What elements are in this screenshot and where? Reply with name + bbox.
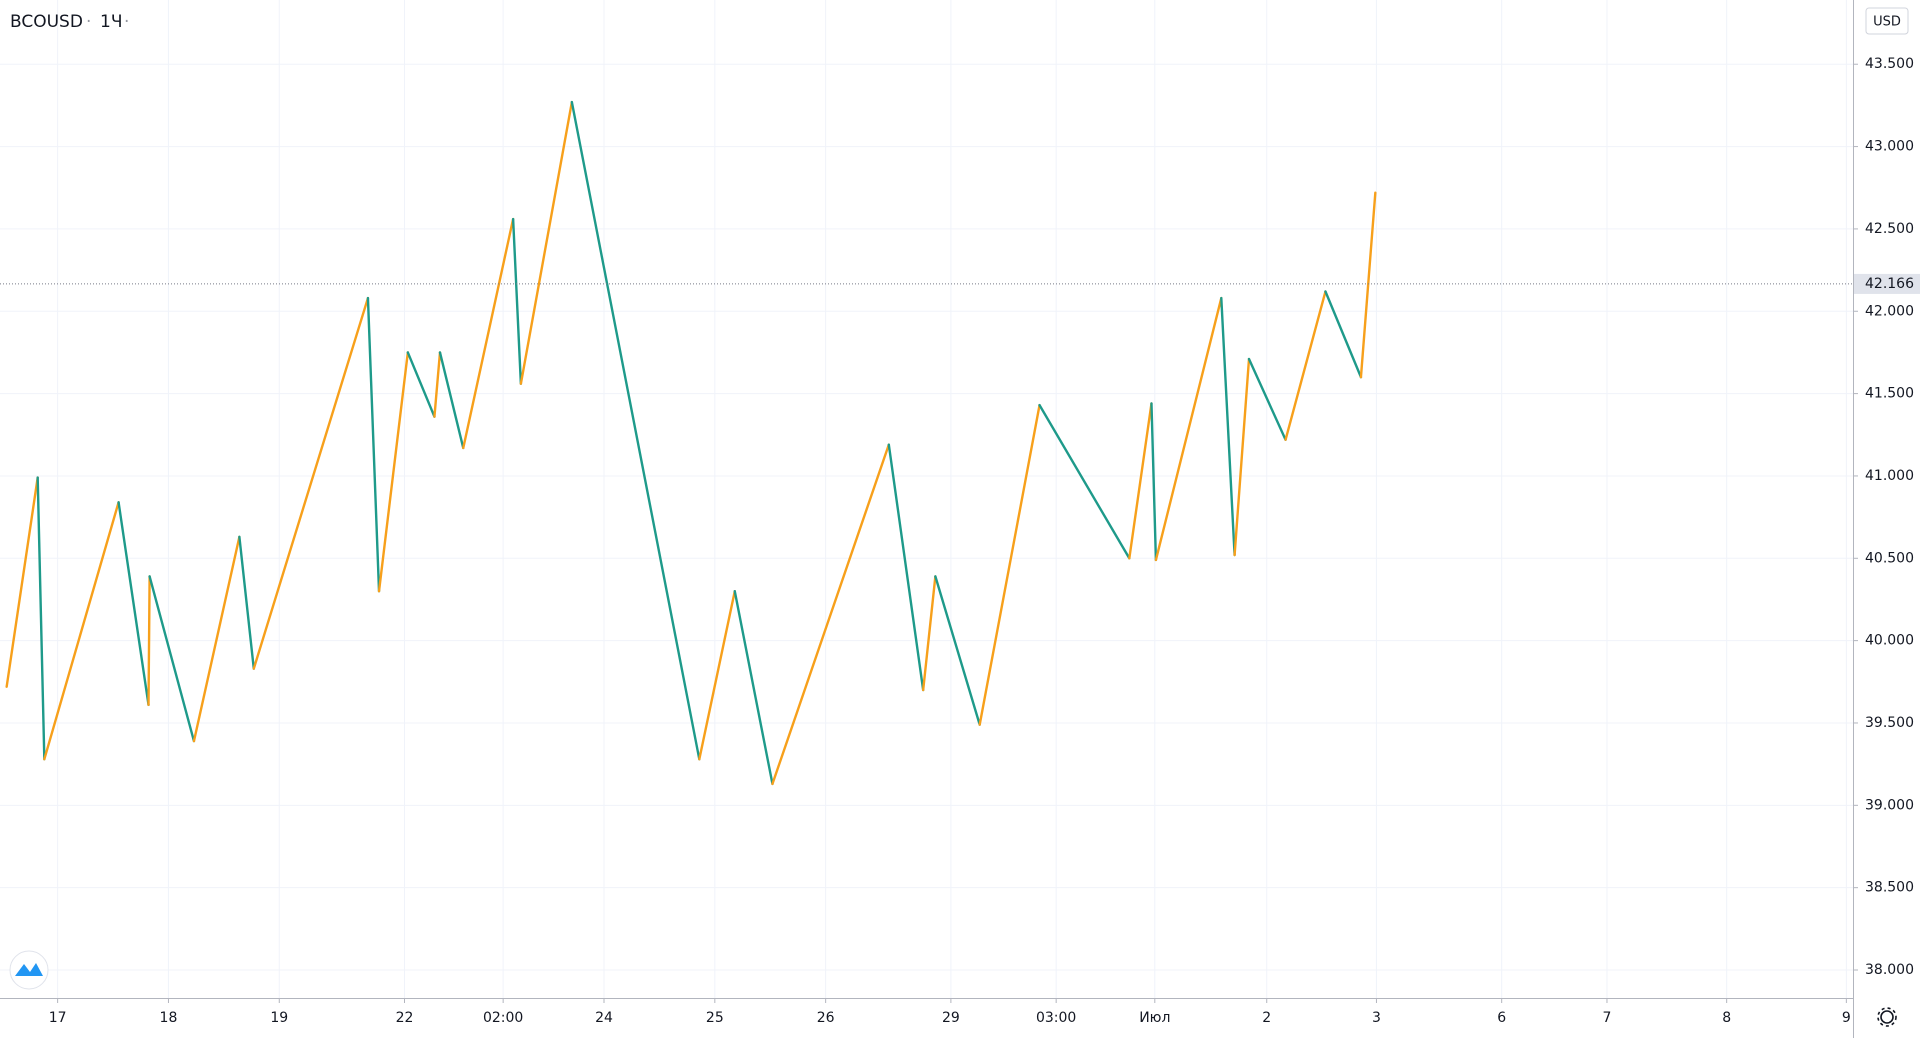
currency: USD [1873,15,1901,30]
zigzag-segment [148,575,196,743]
zigzag-segment [438,351,465,450]
y-tick-label: 40.000 [1865,633,1914,649]
x-tick-label: 26 [817,1010,835,1026]
zigzag-segment [147,575,151,707]
y-tick-label: 39.500 [1865,715,1914,731]
zigzag-segment [377,351,410,593]
x-tick-label: 18 [160,1010,178,1026]
x-tick-label: 29 [942,1010,960,1026]
zigzag-segment [406,351,436,418]
x-tick-label: 24 [595,1010,613,1026]
separator: · [124,12,129,32]
zigzag-segment [1324,290,1363,379]
zigzag-segment [1359,191,1377,379]
zigzag-segment [921,575,937,692]
y-tick-label: 39.000 [1865,797,1914,813]
y-tick-label: 43.500 [1865,56,1914,72]
x-tick-label: 9 [1842,1010,1851,1026]
zigzag-segment [570,100,701,761]
separator: · [86,12,91,32]
zigzag-segment [252,296,370,670]
x-tick-label: 19 [270,1010,288,1026]
symbol: BCOUSD [10,12,83,32]
x-tick-label: 8 [1722,1010,1731,1026]
x-tick-label: 03:00 [1036,1010,1076,1026]
zigzag-segment [978,403,1041,726]
zigzag-segment [1150,402,1158,562]
zigzag-segment [733,590,774,786]
zigzag-segment [511,217,523,385]
zigzag-segment [1247,357,1287,441]
y-tick-label: 38.000 [1865,962,1914,978]
zigzag-segment [462,217,515,450]
zigzag-segment [192,535,241,743]
zigzag-segment [366,296,381,593]
x-tick-label: 2 [1262,1010,1271,1026]
x-tick-label: 17 [49,1010,67,1026]
zigzag-segment [238,535,255,670]
x-tick-label: 22 [396,1010,414,1026]
interval: 1Ч [100,12,122,32]
last-price-tag [1854,273,1920,294]
zigzag-segment [934,575,981,726]
logo[interactable] [9,950,49,990]
zigzag-segment [519,100,574,385]
plot-area [0,0,1853,998]
zigzag-segment [887,443,925,692]
x-tick-label: 25 [706,1010,724,1026]
zigzag-segment [1233,357,1251,557]
zigzag-segment [5,476,39,688]
currency-button[interactable] [1865,7,1909,35]
y-tick-label: 38.500 [1865,880,1914,896]
y-tick-label: 41.000 [1865,468,1914,484]
zigzag-segment [1154,296,1223,562]
x-tick-label: 3 [1372,1010,1381,1026]
y-tick-label: 42.000 [1865,303,1914,319]
x-tick-label: 02:00 [483,1010,523,1026]
y-tick-label: 40.500 [1865,550,1914,566]
zigzag-segment [1038,403,1131,560]
x-tick-label: 6 [1497,1010,1506,1026]
zigzag-segment [36,476,46,761]
zigzag-segment [771,443,891,786]
y-tick-label: 43.000 [1865,139,1914,155]
zigzag-segment [43,501,120,761]
y-tick-label: 41.500 [1865,386,1914,402]
x-tick-label: 7 [1603,1010,1612,1026]
x-tick-label: Июл [1139,1010,1170,1026]
last-price-label: 42.166 [1865,276,1914,292]
zigzag-segment [698,590,736,761]
settings-icon[interactable] [1877,1007,1897,1027]
zigzag-segment [1128,402,1153,560]
zigzag-segment [1220,296,1236,557]
zigzag-segment [117,501,150,707]
y-tick-label: 42.500 [1865,221,1914,237]
zigzag-segment [433,351,442,418]
zigzag-segment [1284,290,1327,441]
